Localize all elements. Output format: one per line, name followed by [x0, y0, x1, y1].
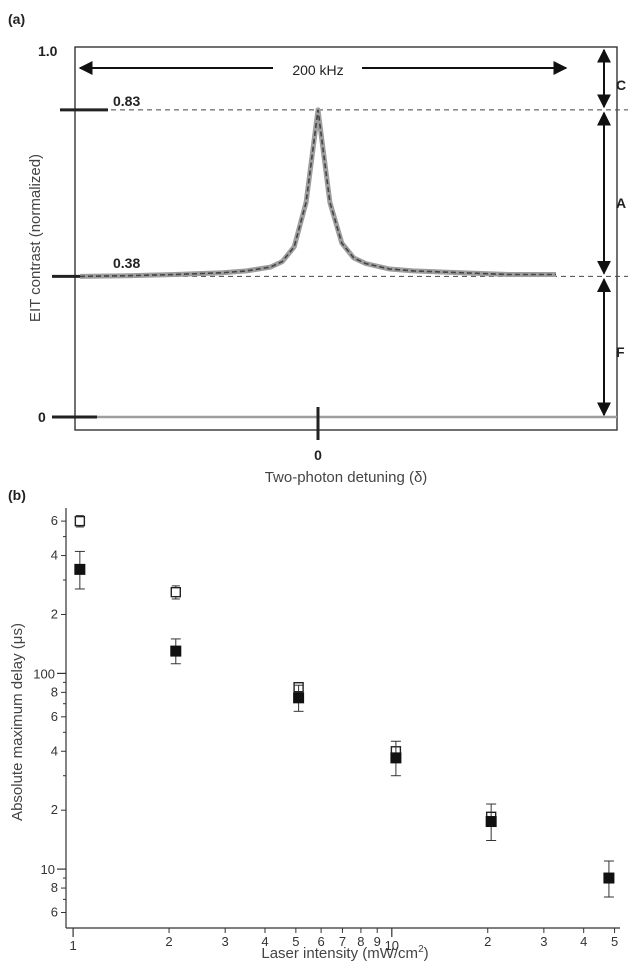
x-major-tick-label: 10: [385, 938, 399, 953]
y-major-tick-label: 100: [33, 666, 55, 681]
span-label: 200 kHz: [292, 62, 343, 78]
y-label-zero: 0: [38, 409, 46, 425]
filled-square-point: [390, 752, 402, 764]
x-minor-tick-label: 4: [580, 934, 587, 949]
x-minor-tick-label: 3: [540, 934, 547, 949]
y-minor-tick-label: 6: [51, 905, 58, 920]
baseline-level-label: 0.38: [113, 255, 140, 271]
x-minor-tick-label: 4: [261, 934, 268, 949]
bracket-label-c: C: [616, 77, 626, 93]
y-minor-tick-label: 4: [51, 743, 58, 758]
panel-a: 1.0 0 EIT contrast (normalized) Two-phot…: [27, 43, 628, 486]
x-minor-tick-label: 5: [611, 934, 618, 949]
y-label-top: 1.0: [38, 43, 58, 59]
y-minor-tick-label: 4: [51, 548, 58, 563]
eit-curve-data: [79, 107, 556, 279]
x-minor-tick-label: 7: [339, 934, 346, 949]
y-minor-tick-label: 8: [51, 684, 58, 699]
bracket-label-f: F: [616, 344, 625, 360]
x-minor-tick-label: 9: [374, 934, 381, 949]
x-minor-tick-label: 2: [484, 934, 491, 949]
panel-b-ylabel: Absolute maximum delay (μs): [9, 623, 26, 821]
filled-square-point: [74, 563, 86, 575]
x-minor-tick-label: 2: [165, 934, 172, 949]
peak-level-label: 0.83: [113, 93, 140, 109]
open-square-point: [170, 586, 181, 598]
panel-a-ylabel: EIT contrast (normalized): [27, 154, 44, 322]
x-minor-tick-label: 8: [357, 934, 364, 949]
filled-square-point: [170, 645, 182, 657]
y-minor-tick-label: 6: [51, 513, 58, 528]
panel-b-xlabel-tail: ): [424, 945, 429, 962]
panel-b-xlabel: Laser intensity (mW/cm2): [261, 944, 428, 962]
y-minor-tick-label: 6: [51, 709, 58, 724]
filled-square-point: [603, 872, 615, 884]
panel-b-xlabel-main: Laser intensity (mW/cm: [261, 945, 418, 962]
panel-b: Absolute maximum delay (μs) Laser intens…: [9, 508, 620, 962]
x-minor-tick-label: 3: [222, 934, 229, 949]
filled-square-point: [293, 692, 305, 704]
y-minor-tick-label: 2: [51, 606, 58, 621]
bracket-label-a: A: [616, 195, 626, 211]
panel-a-label: (a): [8, 11, 25, 27]
filled-square-point: [485, 816, 497, 828]
panel-a-frame: [74, 46, 618, 431]
y-minor-tick-label: 2: [51, 802, 58, 817]
panel-b-xlabel-sup: 2: [418, 944, 424, 955]
x-minor-tick-label: 6: [317, 934, 324, 949]
x-tick-label-zero: 0: [314, 447, 322, 463]
x-minor-tick-label: 5: [292, 934, 299, 949]
eit-curve-fit: [79, 109, 556, 278]
panel-b-label: (b): [8, 487, 26, 503]
y-major-tick-label: 10: [41, 862, 55, 877]
panel-a-xlabel: Two-photon detuning (δ): [265, 469, 428, 486]
x-major-tick-label: 1: [69, 938, 76, 953]
open-square-point: [74, 515, 86, 527]
y-minor-tick-label: 8: [51, 880, 58, 895]
